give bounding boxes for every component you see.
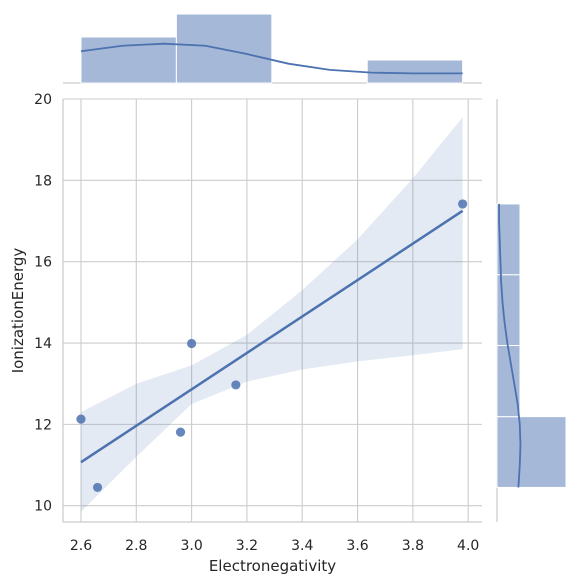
x-tick-label: 2.8	[125, 538, 147, 554]
marginal-x-kde	[80, 42, 463, 75]
x-tick-label: 3.0	[180, 538, 202, 554]
y-tick-label: 10	[34, 499, 52, 515]
y-tick-labels: 10 12 14 16 18 20	[34, 92, 52, 515]
x-tick-label: 3.4	[291, 538, 313, 554]
marginal-y-bar	[496, 416, 567, 488]
x-tick-labels: 2.6 2.8 3.0 3.2 3.4 3.6 3.8 4.0	[70, 538, 479, 554]
marginal-y-bar	[496, 274, 521, 346]
scatter-point	[76, 414, 86, 424]
x-axis-label: Electronegativity	[209, 557, 336, 575]
y-tick-label: 20	[34, 92, 52, 108]
scatter-points	[76, 199, 468, 493]
marginal-y-histogram	[496, 99, 567, 522]
marginal-y-bar	[496, 203, 521, 276]
scatter-point	[187, 338, 197, 349]
marginal-y-bar	[496, 344, 521, 418]
y-tick-label: 18	[34, 173, 52, 189]
x-tick-label: 3.8	[402, 538, 424, 554]
y-axis-label: IonizationEnergy	[9, 248, 27, 374]
x-tick-label: 4.0	[457, 538, 479, 554]
y-tick-label: 16	[34, 255, 52, 271]
marginal-y-kde	[498, 203, 522, 488]
scatter-point	[92, 482, 103, 493]
x-tick-label: 3.2	[236, 538, 258, 554]
scatter-point	[231, 380, 241, 390]
marginal-x-bar	[366, 59, 464, 84]
marginal-x-bar	[175, 13, 273, 84]
y-tick-label: 12	[34, 417, 52, 433]
grid-lines	[63, 98, 482, 522]
confidence-band	[80, 117, 463, 512]
y-tick-label: 14	[34, 336, 52, 352]
x-tick-label: 3.6	[346, 538, 368, 554]
regression-line	[80, 209, 464, 464]
scatter-point	[175, 427, 186, 437]
scatter-point	[458, 199, 468, 209]
x-tick-label: 2.6	[70, 538, 92, 554]
axis-spines	[62, 99, 482, 523]
